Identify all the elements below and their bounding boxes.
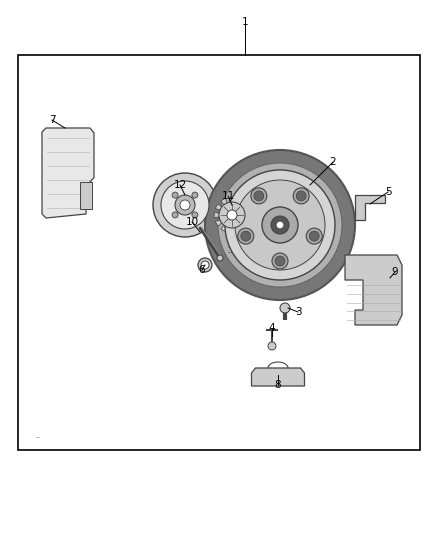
Text: 2: 2: [330, 157, 336, 167]
Polygon shape: [221, 198, 227, 205]
Text: 9: 9: [392, 267, 398, 277]
Polygon shape: [215, 220, 222, 226]
Circle shape: [217, 255, 223, 261]
Bar: [228, 228, 236, 258]
Circle shape: [262, 207, 298, 243]
Circle shape: [180, 200, 190, 210]
Text: 8: 8: [275, 380, 281, 390]
Polygon shape: [345, 255, 402, 325]
Circle shape: [192, 192, 198, 198]
Polygon shape: [214, 212, 219, 217]
Circle shape: [306, 228, 322, 244]
Circle shape: [277, 222, 283, 228]
Circle shape: [227, 210, 237, 220]
Polygon shape: [245, 212, 250, 217]
Circle shape: [272, 253, 288, 269]
Circle shape: [161, 181, 209, 229]
Polygon shape: [215, 204, 222, 210]
Text: –: –: [36, 433, 40, 442]
Bar: [18, 55, 420, 450]
Text: 10: 10: [185, 217, 198, 227]
Polygon shape: [251, 368, 304, 386]
Circle shape: [153, 173, 217, 237]
Circle shape: [218, 163, 342, 287]
Polygon shape: [230, 197, 235, 202]
Text: 4: 4: [268, 323, 276, 333]
Text: 12: 12: [173, 180, 187, 190]
Circle shape: [251, 188, 267, 204]
Polygon shape: [242, 220, 249, 226]
Polygon shape: [242, 204, 249, 210]
Circle shape: [309, 231, 319, 241]
Text: 7: 7: [49, 115, 55, 125]
Circle shape: [268, 342, 276, 350]
Circle shape: [219, 202, 245, 228]
FancyBboxPatch shape: [80, 182, 92, 209]
Polygon shape: [42, 128, 94, 218]
Circle shape: [235, 180, 325, 270]
Polygon shape: [221, 225, 227, 232]
Circle shape: [241, 231, 251, 241]
Circle shape: [175, 195, 195, 215]
Polygon shape: [237, 225, 243, 232]
Circle shape: [172, 192, 178, 198]
Circle shape: [198, 258, 212, 272]
Circle shape: [225, 170, 335, 280]
Text: 11: 11: [221, 191, 235, 201]
Circle shape: [192, 212, 198, 218]
Circle shape: [238, 228, 254, 244]
Circle shape: [296, 191, 306, 201]
Polygon shape: [237, 198, 243, 205]
Circle shape: [254, 191, 264, 201]
Polygon shape: [230, 228, 235, 233]
Circle shape: [205, 150, 355, 300]
Circle shape: [275, 256, 285, 266]
Circle shape: [271, 216, 289, 234]
Text: 3: 3: [295, 307, 301, 317]
Circle shape: [280, 303, 290, 313]
Circle shape: [172, 212, 178, 218]
Text: 6: 6: [199, 265, 205, 275]
Circle shape: [201, 261, 209, 269]
Circle shape: [293, 188, 309, 204]
Text: 1: 1: [242, 17, 248, 27]
Polygon shape: [355, 195, 385, 220]
Text: 5: 5: [385, 187, 391, 197]
